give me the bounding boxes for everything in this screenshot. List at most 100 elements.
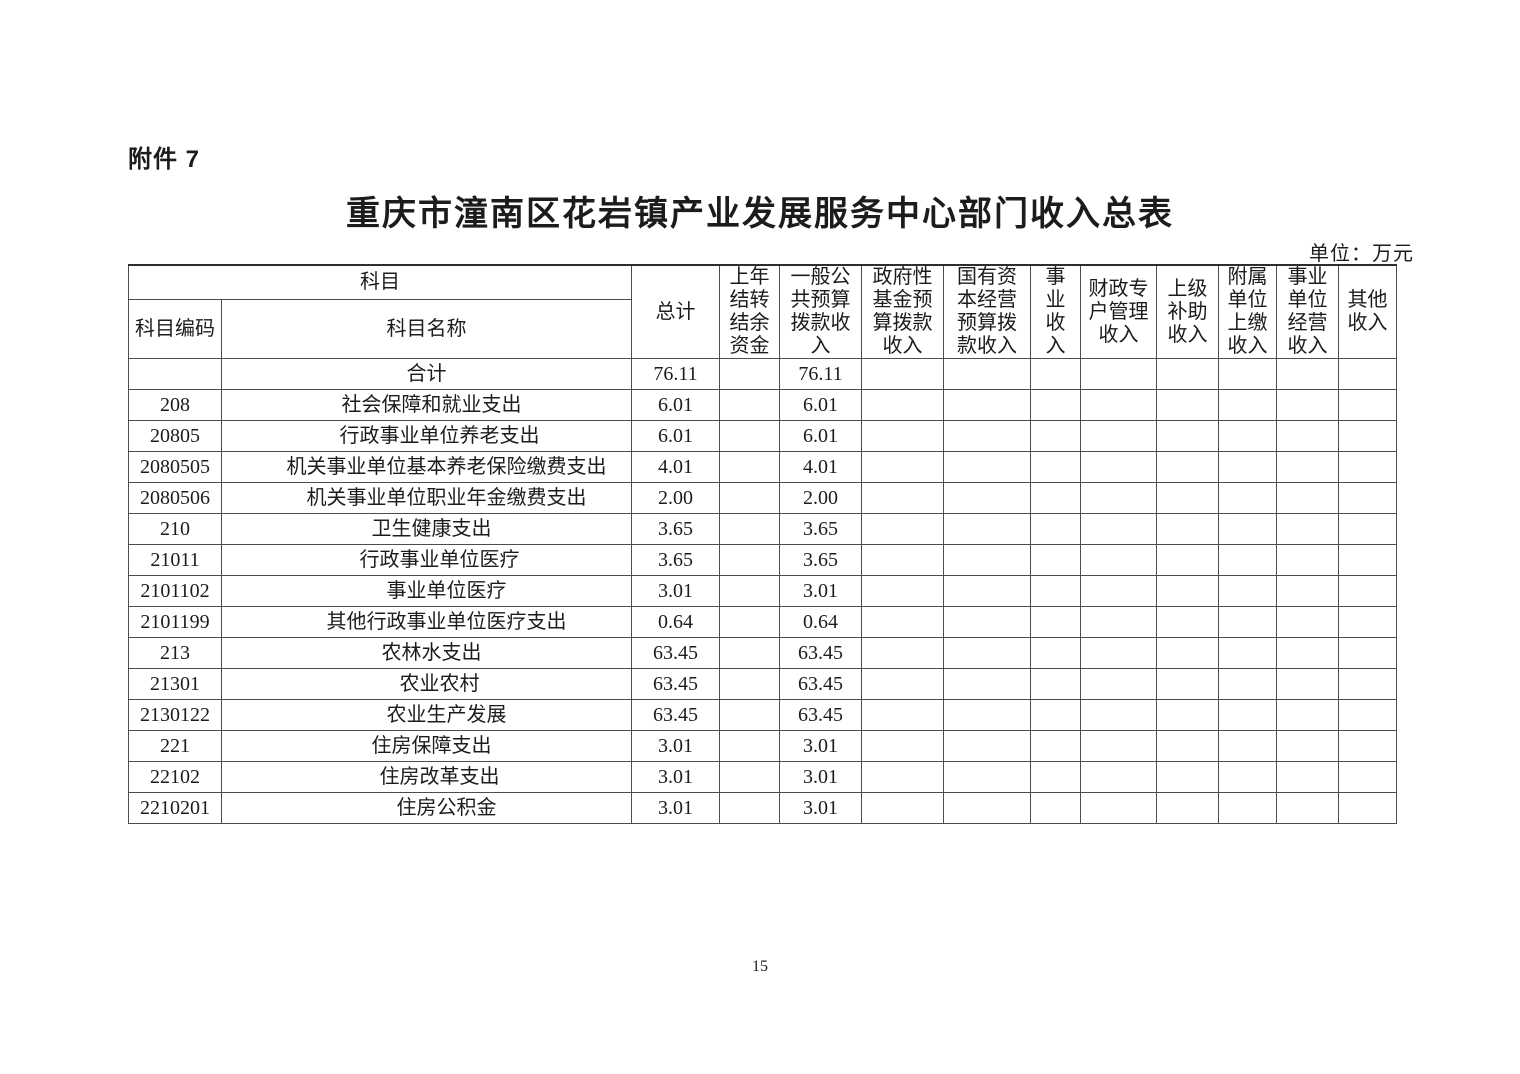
subject-code-cell: 213	[128, 637, 222, 669]
value-cell: 63.45	[631, 668, 720, 700]
value-cell	[1276, 699, 1339, 731]
subject-code-cell: 2080506	[128, 482, 222, 514]
subject-name-cell: 农林水支出	[221, 637, 632, 669]
subject-name-cell: 机关事业单位职业年金缴费支出	[221, 482, 632, 514]
header-col-carryover-funds: 上年 结转 结余 资金	[719, 264, 780, 359]
value-cell	[1080, 668, 1157, 700]
value-cell	[1338, 575, 1397, 607]
value-cell: 2.00	[631, 482, 720, 514]
value-cell	[1338, 637, 1397, 669]
value-cell	[1218, 482, 1277, 514]
value-cell	[719, 761, 780, 793]
value-cell	[943, 544, 1031, 576]
value-cell	[861, 358, 944, 390]
value-cell	[943, 699, 1031, 731]
subject-code-cell: 21301	[128, 668, 222, 700]
value-cell: 63.45	[779, 699, 862, 731]
value-cell	[1218, 420, 1277, 452]
value-cell	[861, 730, 944, 762]
value-cell	[1080, 389, 1157, 421]
value-cell	[1156, 699, 1219, 731]
value-cell	[1276, 606, 1339, 638]
value-cell	[1156, 358, 1219, 390]
subject-name-cell: 卫生健康支出	[221, 513, 632, 545]
value-cell	[719, 420, 780, 452]
header-col-government-fund-budget: 政府性 基金预 算拨款 收入	[861, 264, 944, 359]
header-col-institution-income: 事 业 收 入	[1030, 264, 1081, 359]
value-cell	[861, 451, 944, 483]
value-cell	[1218, 699, 1277, 731]
value-cell	[1338, 451, 1397, 483]
value-cell	[1338, 389, 1397, 421]
header-col-superior-subsidy-income: 上级 补助 收入	[1156, 264, 1219, 359]
value-cell	[719, 637, 780, 669]
value-cell	[861, 792, 944, 824]
subject-name-cell: 行政事业单位医疗	[221, 544, 632, 576]
value-cell	[943, 637, 1031, 669]
header-subject-code: 科目编码	[128, 299, 222, 359]
subject-code-cell: 208	[128, 389, 222, 421]
value-cell: 2.00	[779, 482, 862, 514]
value-cell	[1030, 513, 1081, 545]
value-cell	[1276, 420, 1339, 452]
value-cell	[1218, 637, 1277, 669]
value-cell	[1338, 513, 1397, 545]
value-cell	[1080, 606, 1157, 638]
value-cell	[719, 792, 780, 824]
value-cell	[1030, 575, 1081, 607]
value-cell	[1276, 792, 1339, 824]
subject-code-cell: 221	[128, 730, 222, 762]
value-cell	[861, 544, 944, 576]
value-cell: 6.01	[779, 420, 862, 452]
table-row: 合计 76.11 76.11	[128, 358, 1397, 390]
value-cell: 63.45	[631, 637, 720, 669]
value-cell	[861, 761, 944, 793]
value-cell	[1218, 668, 1277, 700]
value-cell	[1338, 606, 1397, 638]
header-col-state-capital-budget: 国有资 本经营 预算拨 款收入	[943, 264, 1031, 359]
value-cell	[1276, 482, 1339, 514]
table-row: 22102 住房改革支出 3.01 3.01	[128, 761, 1397, 793]
value-cell: 76.11	[779, 358, 862, 390]
value-cell	[1276, 761, 1339, 793]
value-cell	[943, 451, 1031, 483]
subject-code-cell: 21011	[128, 544, 222, 576]
value-cell	[1156, 544, 1219, 576]
value-cell: 3.01	[779, 792, 862, 824]
value-cell	[943, 575, 1031, 607]
value-cell	[1080, 513, 1157, 545]
value-cell	[1080, 699, 1157, 731]
value-cell	[719, 358, 780, 390]
value-cell: 63.45	[779, 668, 862, 700]
value-cell	[719, 513, 780, 545]
value-cell	[1030, 699, 1081, 731]
value-cell	[1156, 513, 1219, 545]
value-cell	[943, 420, 1031, 452]
header-col-total: 总计	[631, 264, 720, 359]
value-cell	[719, 668, 780, 700]
table-body: 合计 76.11 76.11 208 社会保障和就业支出 6.01 6.01 208…	[128, 358, 1397, 824]
value-cell: 63.45	[631, 699, 720, 731]
value-cell: 3.65	[631, 544, 720, 576]
table-row: 2210201 住房公积金 3.01 3.01	[128, 792, 1397, 824]
value-cell	[1276, 544, 1339, 576]
value-cell	[1276, 668, 1339, 700]
header-row-sub: 科目编码 科目名称	[128, 299, 1397, 359]
value-cell	[943, 730, 1031, 762]
value-cell	[1030, 451, 1081, 483]
value-cell	[1030, 389, 1081, 421]
subject-code-cell: 2101102	[128, 575, 222, 607]
subject-name-cell: 住房改革支出	[221, 761, 632, 793]
value-cell	[719, 482, 780, 514]
value-cell	[1030, 668, 1081, 700]
value-cell	[719, 606, 780, 638]
value-cell	[943, 513, 1031, 545]
table-row: 21011 行政事业单位医疗 3.65 3.65	[128, 544, 1397, 576]
value-cell	[1080, 730, 1157, 762]
value-cell	[1156, 451, 1219, 483]
value-cell: 3.01	[631, 792, 720, 824]
value-cell: 3.65	[631, 513, 720, 545]
value-cell: 3.65	[779, 513, 862, 545]
header-subject-group: 科目	[128, 264, 632, 301]
